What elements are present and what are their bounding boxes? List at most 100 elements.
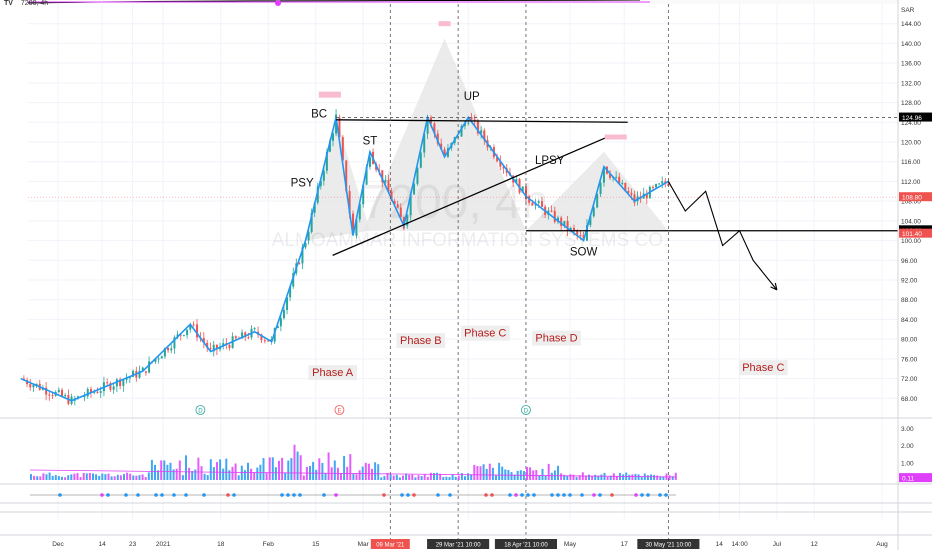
candle-body	[589, 216, 592, 226]
date-highlight-bg	[427, 539, 490, 549]
volume-bar	[315, 469, 318, 480]
price-label-bg	[899, 112, 932, 122]
label-lpsy: LPSY	[535, 155, 565, 167]
signal-dot	[124, 493, 128, 497]
candle-body	[630, 192, 633, 195]
candle-body	[35, 383, 38, 386]
price-tick-label: 68.00	[901, 396, 918, 403]
signal-dot	[568, 493, 572, 497]
volume-bar	[312, 461, 315, 480]
candle-body	[480, 130, 483, 134]
candle-body	[355, 219, 358, 236]
volume-bar	[33, 475, 36, 480]
candle-body	[186, 329, 189, 336]
candle-body	[282, 309, 285, 319]
tv-logo-icon: TV	[4, 0, 13, 7]
candle-body	[560, 217, 563, 227]
distribution-area	[363, 38, 526, 231]
candle-body	[358, 204, 361, 220]
signal-dot	[562, 493, 566, 497]
volume-bar	[188, 467, 191, 480]
candle-body	[99, 391, 102, 393]
candle-body	[352, 213, 355, 235]
volume-bar	[491, 467, 494, 480]
volume-bar	[402, 475, 404, 480]
candle-body	[51, 395, 54, 397]
signal-dot	[520, 493, 524, 497]
volume-bar	[293, 444, 296, 480]
volume-last-bg	[899, 473, 932, 483]
volume-bar	[76, 473, 79, 480]
signal-dot	[640, 493, 644, 497]
candle-body	[621, 182, 624, 184]
price-tick-label: 108.00	[901, 199, 921, 206]
volume-bar	[274, 467, 277, 480]
volume-bar	[216, 462, 218, 480]
candle-body	[109, 383, 112, 390]
volume-bar	[498, 462, 501, 480]
volume-bar	[222, 468, 225, 480]
volume-bar	[485, 468, 488, 480]
candle-body	[241, 332, 244, 339]
volume-bar	[206, 475, 209, 480]
candle-body	[624, 182, 627, 191]
volume-bar	[420, 476, 423, 480]
volume-bar	[265, 472, 268, 480]
label-st: ST	[363, 135, 378, 147]
price-label-bg	[899, 192, 932, 202]
volume-bar	[467, 473, 470, 480]
volume-bar	[417, 475, 420, 480]
volume-bar	[157, 470, 160, 480]
signal-strip	[0, 483, 932, 536]
candle-body	[531, 202, 534, 206]
volume-bar	[575, 477, 578, 480]
volume-bar	[302, 475, 305, 480]
time-tick-label: Jul	[773, 541, 782, 548]
volume-bar	[163, 460, 166, 480]
volume-bar	[181, 475, 184, 480]
signal-dot	[298, 493, 302, 497]
price-tick-label: 104.00	[901, 218, 921, 225]
candle-body	[399, 207, 402, 218]
volume-bar	[57, 476, 60, 480]
trendline-resistance	[336, 119, 628, 123]
volume-bar	[349, 454, 352, 480]
volume-bar	[104, 474, 107, 480]
volume-bar	[374, 462, 377, 480]
candle-body	[196, 324, 199, 338]
volume-tick-label: 2.00	[901, 443, 914, 450]
price-tick-label: 120.00	[901, 140, 921, 147]
date-highlight-bg	[637, 539, 700, 549]
volume-bar	[281, 457, 284, 480]
volume-bar	[439, 473, 442, 480]
projection-arrowhead	[770, 282, 778, 291]
time-tick-label: 17	[621, 541, 629, 548]
candle-body	[633, 194, 636, 203]
candle-body	[419, 152, 422, 168]
volume-bar	[42, 473, 45, 480]
candle-body	[83, 396, 86, 398]
event-marker	[195, 405, 206, 415]
candle-body	[348, 191, 351, 214]
candle-body	[599, 182, 602, 195]
volume-bar	[70, 474, 73, 480]
phase-bg	[308, 365, 358, 381]
date-highlight-label: 29 Mar '21 10:00	[436, 543, 482, 549]
volume-bar	[287, 460, 290, 480]
phase-label: Phase D	[535, 333, 577, 345]
candle-body	[64, 395, 67, 397]
candle-body	[173, 337, 176, 349]
signal-dot	[286, 493, 290, 497]
phase-bg	[460, 325, 510, 341]
candle-body	[518, 179, 521, 193]
signal-dot	[490, 493, 494, 497]
price-label-bg	[899, 228, 932, 238]
candle-body	[234, 336, 237, 339]
candle-body	[289, 286, 292, 298]
candle-body	[476, 121, 479, 134]
volume-bar	[464, 476, 466, 480]
candle-body	[416, 167, 419, 184]
volume-bar	[101, 473, 104, 480]
volume-bar	[547, 463, 550, 480]
